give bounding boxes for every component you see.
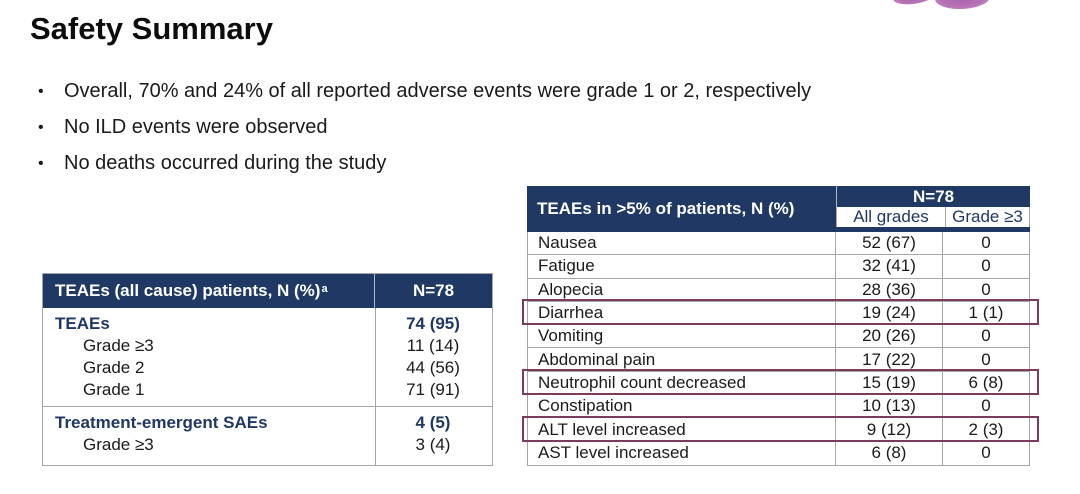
all-grades-value: 6 (8) <box>835 441 943 465</box>
logo-petal-right <box>934 0 991 11</box>
teaes-all-cause-table: TEAEs (all cause) patients, N (%) a N=78 … <box>42 273 493 466</box>
row-value: 71 (91) <box>406 380 460 399</box>
row-value: 74 (95) <box>406 314 460 333</box>
row-label: Treatment-emergent SAEs <box>55 413 268 432</box>
row-label: AST level increased <box>538 443 689 463</box>
all-grades-value: 20 (26) <box>835 325 943 348</box>
table-header-n: N=78 <box>374 274 492 308</box>
table-row: Treatment-emergent SAEs 4 (5) <box>43 412 492 434</box>
bullet-icon: • <box>38 155 44 172</box>
column-header-all-grades: All grades <box>836 207 945 227</box>
header-text: TEAEs (all cause) patients, N (%) <box>55 281 321 300</box>
grade3-value: 0 <box>981 443 991 463</box>
grade3-value: 0 <box>981 279 991 299</box>
row-label: TEAEs <box>55 314 110 333</box>
table-row: Alopecia 28 (36) 0 <box>528 278 1029 302</box>
grade3-value: 0 <box>981 326 991 346</box>
table-row: Vomiting 20 (26) 0 <box>528 325 1029 349</box>
bullet-list: • Overall, 70% and 24% of all reported a… <box>30 79 930 187</box>
grade3-value: 0 <box>981 349 991 369</box>
row-label: Grade ≥3 <box>83 336 154 355</box>
row-label: Grade 1 <box>83 380 145 399</box>
all-grades-value: 9 (12) <box>835 418 943 441</box>
all-grades-value: 28 (36) <box>835 278 943 301</box>
table-row: Grade 1 71 (91) <box>43 379 492 401</box>
row-label: ALT level increased <box>538 419 686 439</box>
bullet-item: • No deaths occurred during the study <box>30 151 930 176</box>
saes-group: Treatment-emergent SAEs 4 (5) Grade ≥3 3… <box>43 406 492 465</box>
table-header-label: TEAEs in >5% of patients, N (%) <box>527 186 836 232</box>
table-row: Fatigue 32 (41) 0 <box>528 255 1029 279</box>
all-grades-value: 17 (22) <box>835 348 943 371</box>
table-body: Nausea 52 (67) 0 Fatigue 32 (41) 0 Alope… <box>527 232 1030 466</box>
row-label: Vomiting <box>538 326 604 346</box>
table-header-row: TEAEs (all cause) patients, N (%) a N=78 <box>43 274 492 308</box>
teaes-group: TEAEs 74 (95) Grade ≥3 11 (14) Grade 2 4… <box>43 308 492 406</box>
table-row-highlighted: Neutrophil count decreased 15 (19) 6 (8) <box>528 371 1029 396</box>
row-label: Abdominal pain <box>538 349 656 369</box>
row-label: Constipation <box>538 396 633 416</box>
row-label: Alopecia <box>538 279 604 299</box>
table-row-highlighted: ALT level increased 9 (12) 2 (3) <box>528 418 1029 442</box>
table-row: TEAEs 74 (95) <box>43 313 492 335</box>
bullet-item: • Overall, 70% and 24% of all reported a… <box>30 79 930 104</box>
table-row: AST level increased 6 (8) 0 <box>528 441 1029 465</box>
table-row: Abdominal pain 17 (22) 0 <box>528 348 1029 372</box>
table-row: Nausea 52 (67) 0 <box>528 232 1029 256</box>
table-header-n: N=78 <box>836 186 1030 207</box>
bullet-text: No deaths occurred during the study <box>64 152 387 174</box>
row-label: Nausea <box>538 233 597 253</box>
row-label: Fatigue <box>538 256 595 276</box>
purple-petals-logo-icon <box>893 0 993 11</box>
row-label: Neutrophil count decreased <box>538 372 746 392</box>
grade3-value: 1 (1) <box>968 303 1004 323</box>
table-row: Grade 2 44 (56) <box>43 357 492 379</box>
grade3-value: 0 <box>981 233 991 253</box>
header-underline <box>836 227 1030 232</box>
column-header-grade3: Grade ≥3 <box>945 207 1030 227</box>
row-value: 11 (14) <box>406 336 460 355</box>
table-header: TEAEs in >5% of patients, N (%) N=78 All… <box>527 186 1030 232</box>
grade3-value: 2 (3) <box>968 419 1004 439</box>
bullet-icon: • <box>38 83 44 100</box>
row-value: 3 (4) <box>415 435 451 454</box>
all-grades-value: 15 (19) <box>835 371 943 395</box>
row-value: 4 (5) <box>415 413 451 432</box>
column-divider <box>375 308 376 465</box>
table-row: Grade ≥3 11 (14) <box>43 335 492 357</box>
all-grades-value: 52 (67) <box>835 232 943 255</box>
table-header-columns: N=78 All grades Grade ≥3 <box>836 186 1030 232</box>
row-label: Diarrhea <box>538 303 604 323</box>
bullet-item: • No ILD events were observed <box>30 115 930 140</box>
grade3-value: 6 (8) <box>968 372 1004 392</box>
row-label: Grade 2 <box>83 358 145 377</box>
all-grades-value: 19 (24) <box>835 301 943 325</box>
teaes-frequency-table: TEAEs in >5% of patients, N (%) N=78 All… <box>522 186 1039 466</box>
table-row: Grade ≥3 3 (4) <box>43 434 492 456</box>
grade3-value: 0 <box>981 396 991 416</box>
grade3-value: 0 <box>981 256 991 276</box>
table-subheader-row: All grades Grade ≥3 <box>836 207 1030 227</box>
logo-petal-left <box>893 0 934 7</box>
page-title: Safety Summary <box>30 11 273 46</box>
table-body: TEAEs 74 (95) Grade ≥3 11 (14) Grade 2 4… <box>43 308 492 465</box>
bullet-text: Overall, 70% and 24% of all reported adv… <box>64 80 812 102</box>
all-grades-value: 10 (13) <box>835 395 943 418</box>
bullet-text: No ILD events were observed <box>64 116 328 138</box>
footnote-marker: a <box>321 283 328 295</box>
table-row-highlighted: Diarrhea 19 (24) 1 (1) <box>528 301 1029 326</box>
all-grades-value: 32 (41) <box>835 255 943 278</box>
bullet-icon: • <box>38 119 44 136</box>
table-row: Constipation 10 (13) 0 <box>528 395 1029 419</box>
table-header-label: TEAEs (all cause) patients, N (%) a <box>43 274 374 308</box>
row-value: 44 (56) <box>406 358 460 377</box>
row-label: Grade ≥3 <box>83 435 154 454</box>
